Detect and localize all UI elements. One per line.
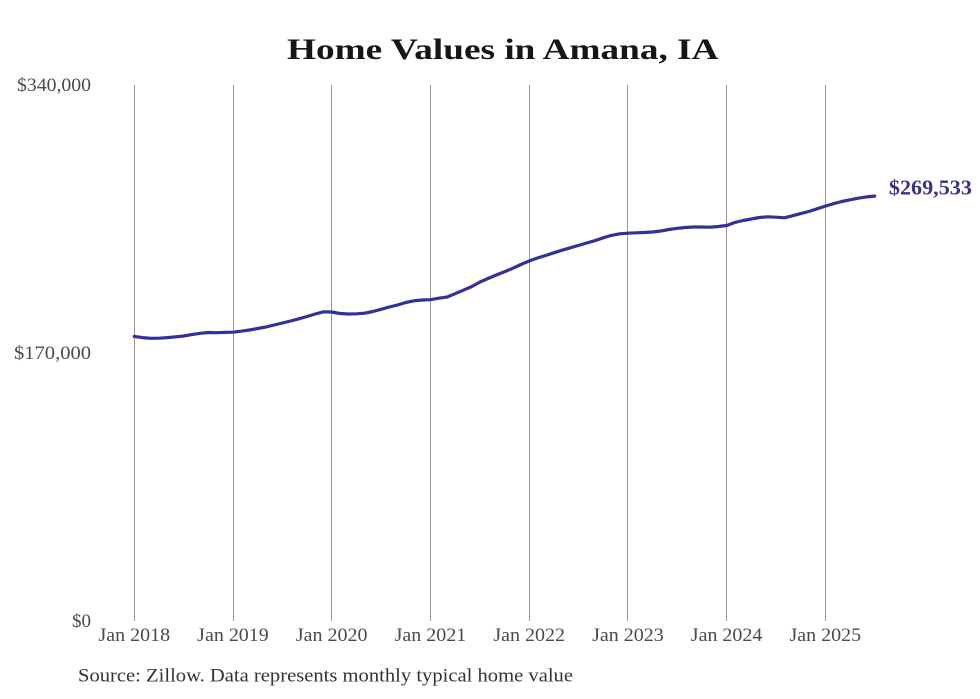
svg-text:$0: $0 [72, 611, 91, 632]
svg-text:Jan 2023: Jan 2023 [592, 625, 664, 646]
svg-text:Jan 2022: Jan 2022 [493, 625, 565, 646]
svg-text:Home Values in Amana, IA: Home Values in Amana, IA [287, 33, 719, 66]
svg-text:$170,000: $170,000 [14, 343, 91, 364]
svg-text:Source: Zillow. Data represent: Source: Zillow. Data represents monthly … [78, 666, 573, 687]
svg-text:Jan 2019: Jan 2019 [197, 625, 269, 646]
svg-text:Jan 2020: Jan 2020 [296, 625, 368, 646]
svg-text:Jan 2018: Jan 2018 [99, 625, 171, 646]
svg-text:Jan 2021: Jan 2021 [395, 625, 467, 646]
svg-text:$269,533: $269,533 [889, 176, 972, 200]
svg-text:Jan 2025: Jan 2025 [790, 625, 862, 646]
svg-text:$340,000: $340,000 [17, 75, 91, 96]
svg-text:Jan 2024: Jan 2024 [691, 625, 763, 646]
